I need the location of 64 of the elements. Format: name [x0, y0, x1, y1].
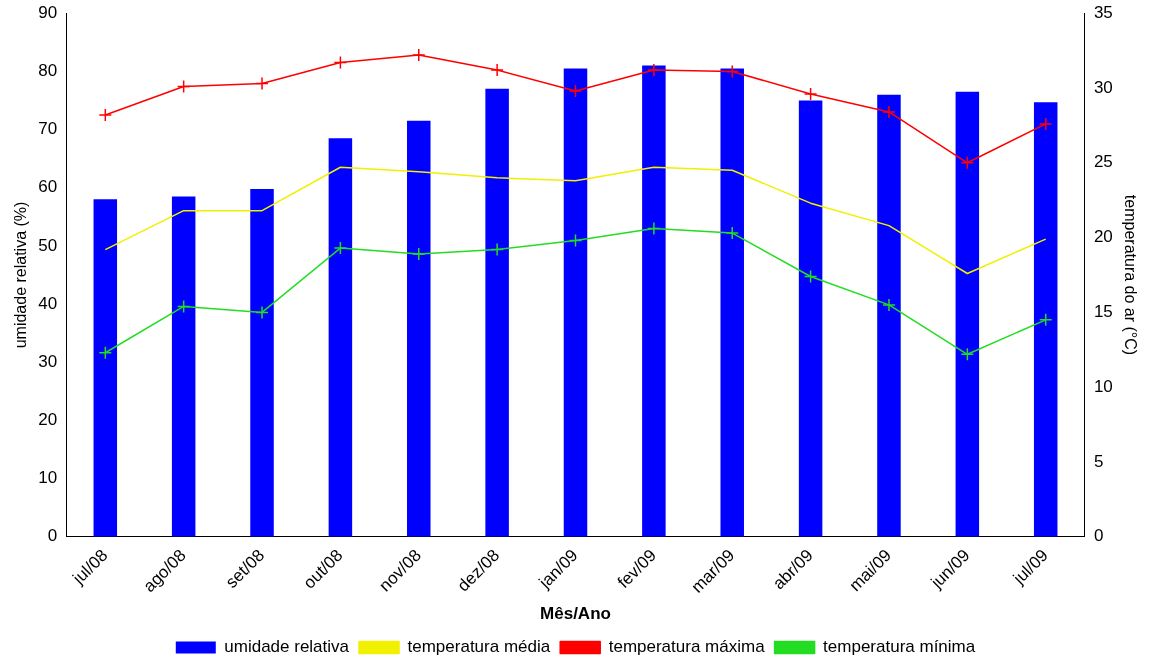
point	[176, 79, 191, 94]
y-tick-label: 90	[38, 2, 58, 22]
point	[490, 63, 504, 77]
y-tick-label: 60	[38, 177, 58, 197]
y2-tick-label: 10	[1093, 376, 1113, 396]
legend-label: temperatura mínima	[823, 637, 976, 657]
y2-tick-label: 20	[1093, 227, 1113, 247]
bar	[720, 68, 744, 537]
x-axis-title: Mês/Ano	[540, 604, 611, 624]
bar	[877, 94, 901, 537]
point	[255, 76, 269, 91]
point	[725, 226, 739, 240]
y2-tick-label: 5	[1093, 451, 1104, 471]
point	[98, 108, 113, 122]
point	[568, 84, 583, 98]
point	[647, 221, 661, 236]
legend-label: temperatura máxima	[608, 637, 766, 657]
point	[960, 156, 975, 170]
y-tick-label: 40	[38, 293, 58, 313]
point	[725, 64, 739, 79]
y-tick-label: 50	[38, 235, 58, 255]
bar	[642, 65, 666, 537]
point	[176, 299, 191, 314]
y-axis-title: umidade relativa (%)	[12, 201, 30, 349]
legend-label: umidade relativa	[224, 637, 350, 657]
point	[490, 242, 504, 257]
point	[98, 346, 113, 360]
bar	[93, 199, 118, 537]
y-tick-label: 0	[47, 526, 58, 546]
bar	[250, 188, 274, 537]
legend-label: temperatura média	[407, 637, 551, 657]
point	[960, 347, 975, 362]
y2-tick-label: 30	[1093, 77, 1113, 97]
point	[647, 63, 661, 77]
y2-tick-label: 0	[1093, 526, 1104, 546]
point	[333, 55, 348, 70]
bar	[171, 196, 196, 537]
point	[255, 305, 269, 320]
y2-tick-label: 15	[1093, 302, 1113, 322]
bar	[1033, 102, 1058, 537]
point	[1038, 117, 1053, 131]
point	[1038, 313, 1053, 327]
y-tick-label: 20	[38, 410, 58, 430]
y-tick-label: 10	[38, 468, 58, 488]
y-tick-label: 70	[38, 119, 58, 139]
point	[412, 247, 426, 261]
point	[882, 298, 896, 312]
bar	[955, 91, 980, 537]
y-tick-label: 30	[38, 351, 58, 371]
point	[412, 48, 426, 62]
point	[803, 87, 818, 101]
bar	[485, 88, 509, 537]
y2-tick-label: 35	[1093, 2, 1113, 22]
bar	[407, 120, 431, 537]
bar	[798, 100, 823, 537]
point	[568, 233, 583, 248]
bar	[328, 138, 353, 537]
point	[882, 105, 896, 119]
point	[803, 269, 818, 284]
point	[333, 241, 348, 255]
y-tick-label: 80	[38, 61, 58, 81]
y2-tick-label: 25	[1093, 152, 1113, 172]
y2-axis-title: temperatura do ar (°C)	[1121, 194, 1139, 356]
bar	[563, 68, 588, 537]
